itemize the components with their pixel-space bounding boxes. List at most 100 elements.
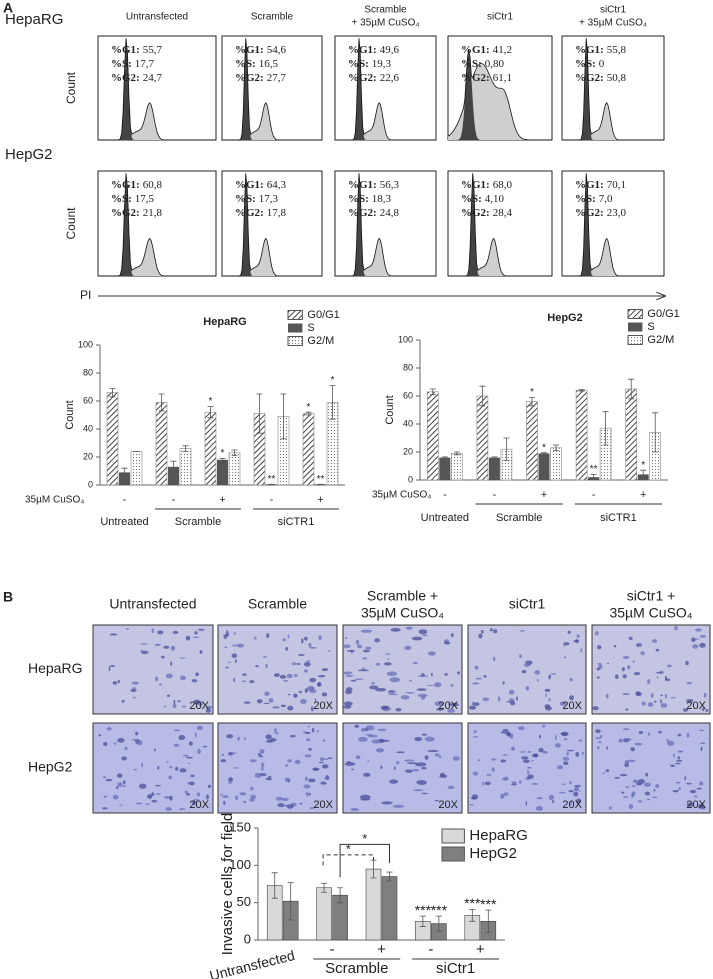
significance: * [331,375,335,386]
cell [536,797,543,800]
stat-value: 55,8 [607,44,627,56]
error-bar [652,412,659,453]
cell [573,791,579,797]
bar [130,451,143,486]
cell [303,669,308,673]
cell [606,662,609,664]
cell [176,700,181,703]
cell [277,803,285,808]
magnification: 20X [313,799,333,811]
stat-line: %G1: 64,3 [235,179,286,191]
cell [311,706,314,712]
cell [365,725,375,731]
column-title: 35µM CuSO₄ [609,605,692,621]
error-bar [469,908,476,922]
stat-line: %G1: 56,3 [348,179,399,191]
stat-label: %G1: [575,179,604,191]
cell [350,679,357,682]
cell [705,708,709,712]
cell [644,791,651,796]
cell [552,799,555,804]
cell [121,756,127,761]
row-label: HepaRG [5,11,63,28]
cell [421,792,428,795]
cell [117,782,123,787]
cell [284,777,291,782]
cell [194,631,198,635]
cell [231,653,238,659]
cell [256,699,263,704]
cell [113,742,117,745]
cell [623,738,632,742]
legend-label: G2/M [647,334,674,346]
micrograph [467,722,587,814]
cell [321,764,329,769]
chart-title: HepaRG [203,316,246,328]
cell [518,780,522,784]
stat-line: %G1: 41,2 [461,44,512,56]
row-label: HepaRG [28,660,82,676]
stat-label: %G2: [348,207,377,219]
y-axis-label: Count [64,71,78,104]
cell [508,689,515,695]
stat-line: %G2: 21,8 [111,207,162,219]
cell [298,653,305,656]
cell [592,706,599,711]
cell [293,693,298,698]
cell [179,675,186,681]
stat-value: 16,5 [259,58,279,70]
cell [677,756,681,760]
cell [361,727,366,732]
cell [596,676,600,679]
cell [185,635,191,641]
cell [383,662,392,666]
cell [304,636,308,641]
cell [344,762,356,766]
cell [548,698,551,702]
column-title: + 35µM CuSO₄ [579,18,647,29]
legend-swatch [441,828,465,844]
x-tick-label: - [443,489,447,501]
column-title: Untransfected [126,12,188,23]
bar [204,411,217,486]
cell [226,629,229,634]
cell [520,751,526,753]
cell [275,796,283,801]
cell [469,705,477,710]
cell [287,634,290,639]
cell [400,695,410,700]
cell [542,750,548,754]
cell [569,781,572,785]
stat-value: 17,5 [135,193,155,205]
cell [235,795,239,800]
cell [691,637,696,643]
stat-value: 0,80 [485,58,505,70]
cell [405,626,413,630]
cell [268,775,272,778]
cell [175,766,179,771]
bar [538,453,550,480]
row-label: 35µM CuSO₄ [25,495,84,506]
cell [675,759,683,762]
cell [351,768,354,771]
error-bar [231,449,238,456]
stat-label: %S: [235,58,256,70]
bar [476,395,489,481]
histogram-outline [562,38,664,141]
cell [280,704,286,708]
cell [233,677,236,683]
significance: *** [464,895,481,911]
error-bar [321,882,328,893]
x-tick-label: - [428,941,433,958]
cell [427,749,439,753]
stat-value: 23,0 [607,207,627,219]
cell [627,665,631,670]
error-bar [207,406,214,419]
x-tick-label: - [172,494,176,506]
cell [452,756,460,761]
cell [145,803,150,805]
stat-value: 24,7 [143,72,163,84]
stat-label: %G1: [111,44,140,56]
cell [700,742,706,744]
cell [274,728,277,733]
